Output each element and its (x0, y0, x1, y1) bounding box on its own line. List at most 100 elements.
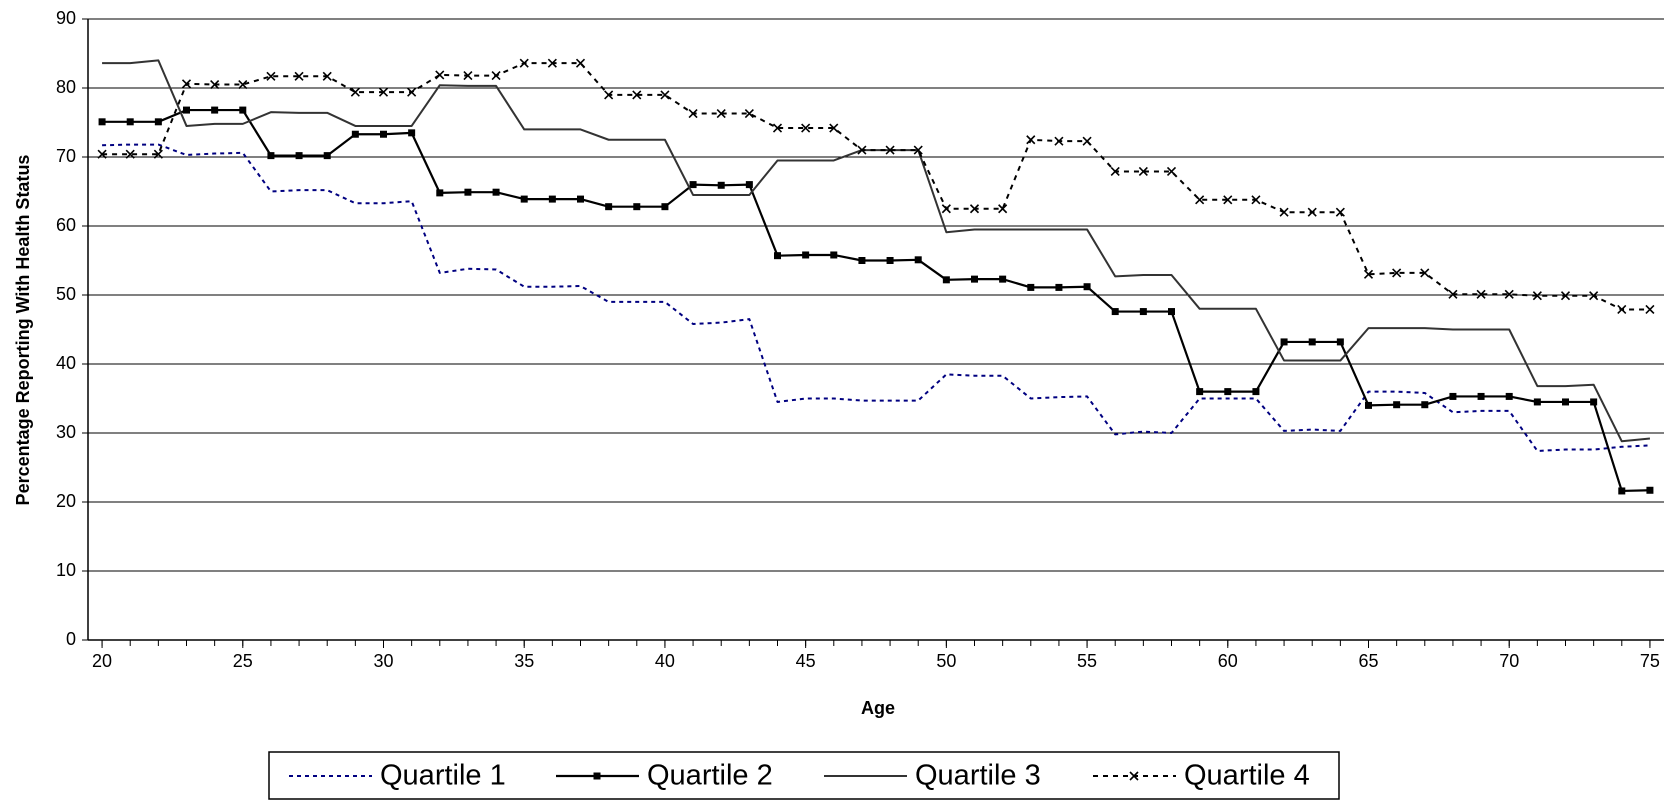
marker (1083, 283, 1091, 291)
marker (1505, 392, 1513, 400)
marker (1279, 207, 1289, 217)
x-tick-label: 65 (1358, 651, 1378, 671)
marker (577, 195, 584, 203)
marker (772, 123, 783, 133)
marker (492, 188, 500, 196)
x-tick-label: 55 (1077, 651, 1097, 671)
marker (1308, 338, 1316, 346)
marker (969, 204, 980, 214)
marker (1110, 166, 1120, 177)
marker (801, 123, 811, 133)
marker (593, 772, 601, 780)
marker (266, 71, 276, 81)
marker (1168, 308, 1175, 316)
x-tick-label: 30 (373, 651, 393, 671)
marker (1195, 195, 1205, 205)
marker (998, 204, 1008, 214)
series-line (102, 108, 1650, 493)
marker (1129, 771, 1139, 781)
marker (661, 203, 669, 211)
marker (689, 181, 697, 189)
marker (1224, 388, 1232, 396)
legend-label: Quartile 1 (380, 760, 506, 792)
marker (857, 145, 867, 155)
legend-box (268, 751, 1340, 800)
marker (1138, 166, 1148, 177)
marker (1223, 195, 1233, 205)
legend-label: Quartile 4 (1184, 760, 1310, 792)
marker (407, 87, 417, 97)
marker (1646, 486, 1654, 494)
y-tick-label: 90 (56, 8, 76, 28)
marker (126, 118, 134, 126)
marker (829, 123, 839, 133)
series-line (102, 62, 1650, 311)
marker (1476, 289, 1486, 299)
marker (548, 195, 556, 203)
marker (1449, 392, 1457, 400)
marker (633, 203, 641, 211)
marker (1054, 136, 1064, 146)
x-tick-label: 35 (514, 651, 534, 671)
x-tick-label: 50 (936, 651, 956, 671)
y-tick-label: 80 (56, 77, 76, 97)
marker (295, 152, 303, 160)
marker (1111, 308, 1119, 316)
marker (1055, 283, 1063, 291)
marker (744, 108, 754, 119)
marker (1477, 392, 1485, 400)
marker (1252, 388, 1260, 396)
marker (1421, 401, 1429, 409)
marker (1618, 487, 1626, 495)
marker (1280, 338, 1288, 346)
marker (1590, 398, 1598, 406)
marker (294, 71, 304, 81)
legend-label: Quartile 2 (647, 760, 773, 792)
marker (1589, 291, 1599, 301)
marker (463, 71, 473, 81)
y-tick-label: 10 (56, 560, 76, 580)
x-tick-label: 60 (1218, 651, 1238, 671)
marker (1420, 268, 1430, 278)
marker (153, 149, 163, 159)
marker (350, 87, 360, 97)
marker (351, 130, 359, 138)
y-axis-label: Percentage Reporting With Health Status (13, 155, 33, 506)
series-line (102, 143, 1650, 452)
marker (1139, 308, 1147, 316)
y-tick-label: 30 (56, 422, 76, 442)
marker (547, 58, 557, 68)
y-tick-label: 70 (56, 146, 76, 166)
marker (1196, 388, 1204, 396)
marker (1365, 401, 1372, 409)
marker (660, 90, 670, 100)
marker (210, 79, 220, 90)
marker (858, 257, 866, 264)
marker (745, 181, 753, 189)
marker (380, 130, 387, 138)
marker (322, 71, 332, 81)
marker (1307, 207, 1317, 217)
marker (97, 149, 107, 159)
marker (181, 79, 192, 89)
marker (605, 203, 613, 211)
marker (604, 90, 614, 100)
x-tick-label: 40 (655, 651, 675, 671)
marker (1082, 136, 1092, 146)
marker (435, 70, 445, 80)
y-tick-label: 40 (56, 353, 76, 373)
marker (1335, 207, 1345, 217)
marker (1560, 291, 1571, 301)
x-axis-label: Age (861, 698, 895, 718)
marker (1448, 289, 1458, 299)
marker (323, 152, 331, 160)
marker (830, 251, 838, 259)
marker (1026, 135, 1036, 145)
marker (98, 118, 106, 126)
y-tick-label: 0 (66, 629, 76, 649)
y-tick-label: 20 (56, 491, 76, 511)
marker (436, 189, 444, 197)
marker (408, 129, 416, 137)
marker (520, 195, 528, 203)
marker (885, 145, 895, 155)
